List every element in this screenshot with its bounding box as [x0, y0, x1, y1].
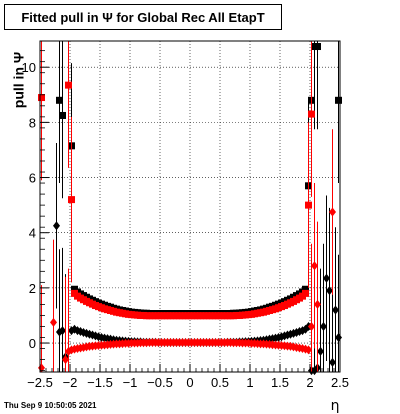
diamond-marker [329, 357, 336, 367]
diamond-marker [50, 317, 57, 327]
diamond-marker [332, 305, 339, 315]
diamond-marker [305, 345, 312, 355]
y-axis-label: pull in Ψ [11, 52, 27, 108]
diamond-marker [53, 221, 60, 231]
square-marker [65, 81, 72, 89]
diamond-marker [323, 273, 330, 283]
series-3 [38, 129, 336, 373]
square-marker [59, 111, 66, 119]
diamond-marker [311, 261, 318, 271]
square-marker [56, 96, 63, 104]
y-tick-label: 10 [22, 60, 36, 75]
x-tick-label: −2 [63, 375, 78, 390]
diamond-marker [317, 346, 324, 356]
square-marker [68, 196, 75, 204]
x-tick-label: 2.5 [331, 375, 349, 390]
series-0 [56, 41, 342, 318]
square-marker [302, 285, 309, 293]
diamond-marker [329, 207, 336, 217]
square-marker [335, 96, 342, 104]
y-tick-label: 2 [29, 281, 36, 296]
x-tick-label: −1 [123, 375, 138, 390]
x-tick-label: 0 [186, 375, 193, 390]
square-marker [305, 201, 312, 209]
y-tick-label: 8 [29, 115, 36, 130]
x-tick-label: 2 [306, 375, 313, 390]
y-tick-label: 6 [29, 171, 36, 186]
x-tick-label: −1.5 [87, 375, 113, 390]
square-marker [38, 94, 45, 102]
chart-title: Fitted pull in Ψ for Global Rec All Etap… [4, 4, 282, 30]
square-marker [314, 43, 321, 51]
diamond-marker [335, 333, 342, 343]
x-tick-label: 1.5 [271, 375, 289, 390]
x-tick-label: 1 [246, 375, 253, 390]
square-marker [302, 289, 309, 297]
x-tick-label: 0.5 [211, 375, 229, 390]
grid [40, 41, 340, 372]
diamond-marker [326, 286, 333, 296]
diamond-marker [320, 321, 327, 331]
data-points [38, 41, 342, 376]
diamond-marker [59, 326, 66, 336]
diamond-marker [62, 355, 69, 365]
axis-ticks [39, 50, 341, 372]
series-1 [38, 41, 315, 320]
diamond-marker [314, 299, 321, 309]
tick-labels: −2.5 −2 −1.5 −1 −0.5 0 0.5 1 1.5 2 2.5 0 2 4 6 8 10 [22, 60, 350, 390]
x-axis-label: η [331, 398, 340, 414]
y-tick-label: 0 [29, 336, 36, 351]
timestamp-footer: Thu Sep 9 10:50:05 2021 [4, 401, 97, 410]
diamond-marker [308, 321, 315, 331]
square-marker [308, 110, 315, 118]
y-tick-label: 4 [29, 226, 36, 241]
x-tick-label: −2.5 [27, 375, 53, 390]
x-tick-label: −0.5 [147, 375, 173, 390]
